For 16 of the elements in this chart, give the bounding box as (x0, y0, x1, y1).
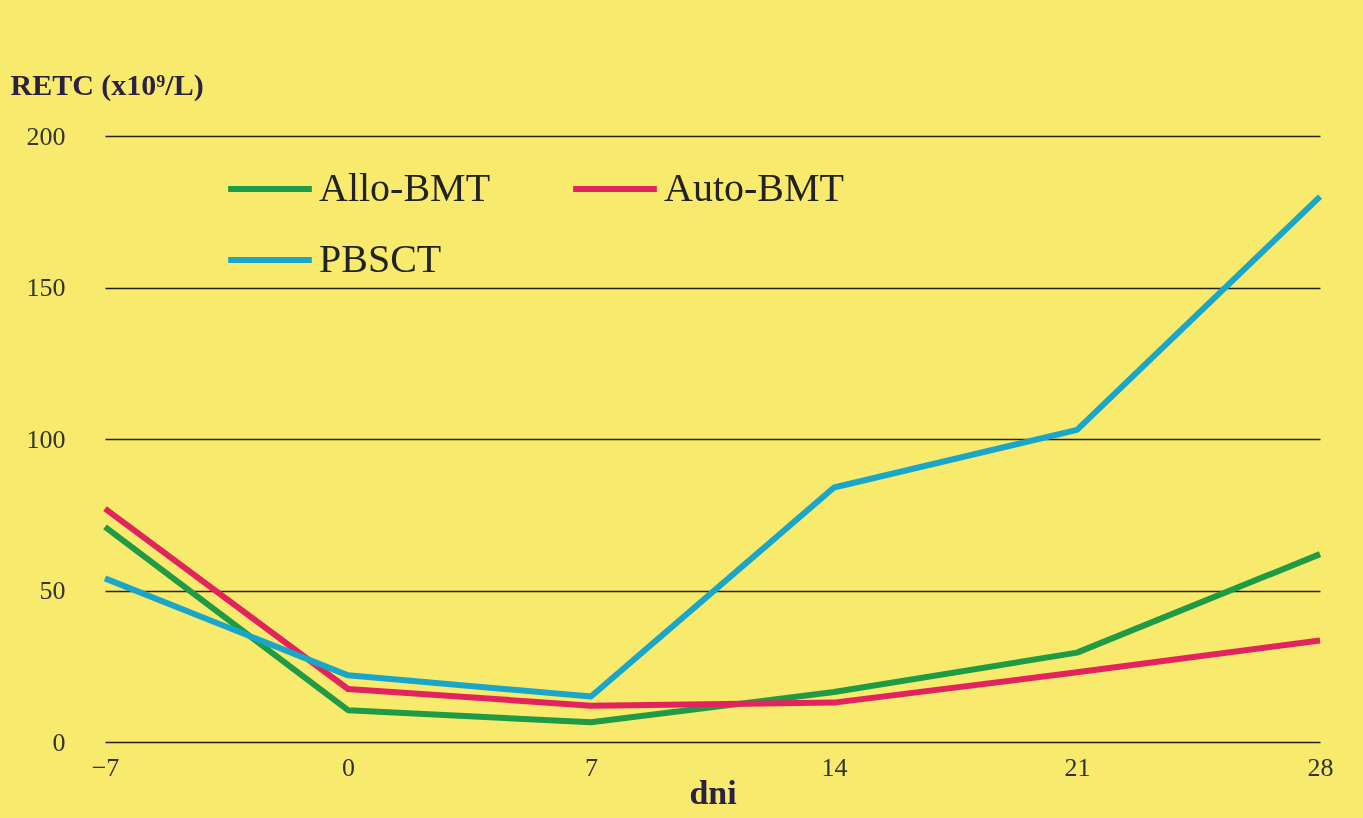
x-tick-label: 14 (821, 752, 848, 782)
legend-label: PBSCT (319, 236, 442, 281)
x-tick-label: 28 (1307, 752, 1334, 782)
x-axis-title: dni (689, 773, 737, 811)
y-tick-label: 150 (26, 273, 66, 302)
x-tick-label: −7 (91, 752, 120, 782)
legend-label: Allo-BMT (319, 165, 491, 210)
y-axis-title: RETC (x10⁹/L) (10, 67, 204, 102)
y-tick-label: 200 (26, 121, 66, 151)
y-tick-label: 50 (39, 576, 66, 605)
x-tick-label: 0 (342, 752, 355, 782)
y-tick-label: 100 (26, 424, 66, 454)
y-tick-label: 0 (52, 727, 66, 757)
legend-label: Auto-BMT (664, 165, 844, 210)
x-tick-label: 21 (1064, 752, 1091, 782)
x-tick-label: 7 (585, 752, 598, 782)
